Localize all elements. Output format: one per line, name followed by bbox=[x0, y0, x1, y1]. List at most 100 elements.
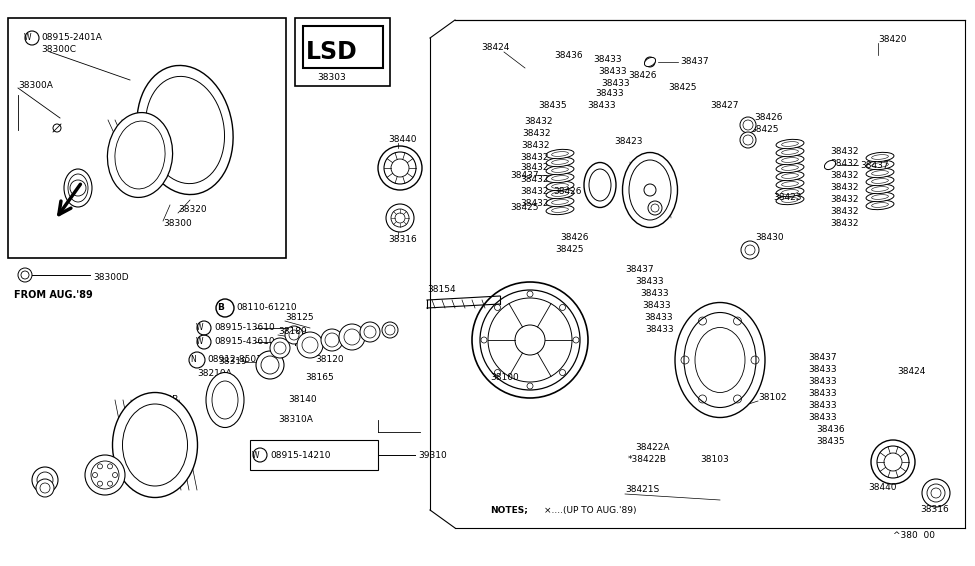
Text: 38426: 38426 bbox=[553, 187, 581, 196]
Ellipse shape bbox=[552, 200, 568, 204]
Text: 38430: 38430 bbox=[755, 234, 784, 242]
Circle shape bbox=[339, 324, 365, 350]
Ellipse shape bbox=[782, 142, 799, 147]
Ellipse shape bbox=[684, 312, 756, 408]
Ellipse shape bbox=[866, 177, 894, 186]
Circle shape bbox=[321, 329, 343, 351]
Text: 38433: 38433 bbox=[808, 366, 837, 375]
Text: 38433: 38433 bbox=[587, 101, 615, 109]
Ellipse shape bbox=[776, 139, 804, 149]
Text: 38432: 38432 bbox=[830, 183, 859, 192]
Ellipse shape bbox=[782, 166, 799, 170]
Ellipse shape bbox=[872, 162, 888, 168]
Text: 38433: 38433 bbox=[635, 277, 664, 286]
Ellipse shape bbox=[776, 155, 804, 165]
Text: 38303: 38303 bbox=[318, 74, 346, 83]
Text: 38432: 38432 bbox=[830, 220, 859, 229]
Ellipse shape bbox=[552, 160, 568, 164]
Text: 38210: 38210 bbox=[148, 411, 176, 421]
Text: 38432: 38432 bbox=[830, 170, 859, 179]
Text: N: N bbox=[190, 355, 196, 365]
Text: 38433: 38433 bbox=[595, 89, 624, 98]
Text: 38421S: 38421S bbox=[625, 486, 659, 495]
Text: 38436: 38436 bbox=[554, 50, 583, 59]
Text: W: W bbox=[196, 337, 204, 346]
Text: 38300D: 38300D bbox=[93, 273, 129, 282]
Bar bbox=[303, 26, 383, 68]
Text: 38189: 38189 bbox=[278, 328, 307, 337]
Ellipse shape bbox=[776, 179, 804, 188]
Text: 38433: 38433 bbox=[640, 289, 669, 298]
Text: FROM AUG.'89: FROM AUG.'89 bbox=[14, 290, 93, 300]
Text: 38154: 38154 bbox=[427, 285, 455, 294]
Ellipse shape bbox=[866, 160, 894, 170]
Text: ×....(UP TO AUG.'89): ×....(UP TO AUG.'89) bbox=[544, 505, 637, 514]
Text: 38436: 38436 bbox=[816, 426, 844, 435]
Text: 38437: 38437 bbox=[510, 170, 538, 179]
Text: 38433: 38433 bbox=[645, 325, 674, 335]
Text: 38319: 38319 bbox=[218, 358, 247, 367]
Text: 38424: 38424 bbox=[481, 44, 509, 53]
Text: W: W bbox=[24, 33, 32, 42]
Circle shape bbox=[85, 455, 125, 495]
Text: 38420: 38420 bbox=[878, 36, 907, 45]
Text: 38432: 38432 bbox=[520, 152, 549, 161]
Text: 39310: 39310 bbox=[418, 451, 447, 460]
Ellipse shape bbox=[552, 175, 568, 181]
Text: 38422A: 38422A bbox=[635, 444, 670, 452]
Ellipse shape bbox=[782, 174, 799, 178]
Circle shape bbox=[741, 241, 759, 259]
Text: 38425: 38425 bbox=[555, 246, 583, 255]
Ellipse shape bbox=[866, 152, 894, 162]
Text: 38423: 38423 bbox=[773, 194, 801, 203]
Text: 38433: 38433 bbox=[808, 389, 837, 398]
Circle shape bbox=[740, 117, 756, 133]
Text: 38424: 38424 bbox=[897, 367, 925, 376]
Text: 38433: 38433 bbox=[808, 378, 837, 387]
Text: 08110-61210: 08110-61210 bbox=[236, 303, 296, 312]
Circle shape bbox=[91, 461, 119, 489]
Text: 38425: 38425 bbox=[668, 83, 696, 92]
Ellipse shape bbox=[584, 162, 616, 208]
Ellipse shape bbox=[866, 185, 894, 194]
Text: LSD: LSD bbox=[306, 40, 358, 64]
Ellipse shape bbox=[866, 192, 894, 201]
Text: 38425: 38425 bbox=[750, 126, 778, 135]
Text: 38432: 38432 bbox=[830, 208, 859, 217]
Text: 38125: 38125 bbox=[285, 314, 314, 323]
Text: 38433: 38433 bbox=[808, 414, 837, 422]
Text: 38120: 38120 bbox=[315, 355, 343, 365]
Text: 38316: 38316 bbox=[388, 235, 416, 245]
Text: 08915-2401A: 08915-2401A bbox=[41, 33, 101, 42]
Text: 38102: 38102 bbox=[758, 393, 787, 402]
Text: 38103: 38103 bbox=[700, 456, 728, 465]
Ellipse shape bbox=[776, 195, 804, 205]
Ellipse shape bbox=[552, 192, 568, 196]
Circle shape bbox=[360, 322, 380, 342]
Text: 08915-13610: 08915-13610 bbox=[214, 324, 275, 332]
Ellipse shape bbox=[112, 392, 198, 498]
Ellipse shape bbox=[644, 57, 655, 67]
Ellipse shape bbox=[123, 404, 187, 486]
Text: 38100: 38100 bbox=[490, 374, 519, 383]
Text: 38432: 38432 bbox=[830, 158, 859, 168]
Ellipse shape bbox=[136, 66, 233, 195]
Text: 38316: 38316 bbox=[920, 505, 949, 514]
Ellipse shape bbox=[776, 164, 804, 173]
Circle shape bbox=[297, 332, 323, 358]
Text: 08915-14210: 08915-14210 bbox=[270, 451, 331, 460]
Ellipse shape bbox=[776, 147, 804, 157]
Text: 38432: 38432 bbox=[521, 140, 550, 149]
Text: 38437: 38437 bbox=[625, 265, 653, 275]
Text: W: W bbox=[196, 324, 204, 332]
Ellipse shape bbox=[872, 155, 888, 160]
Text: 38432: 38432 bbox=[520, 199, 549, 208]
Text: 38426: 38426 bbox=[754, 114, 783, 122]
Ellipse shape bbox=[107, 113, 173, 198]
Ellipse shape bbox=[546, 205, 574, 215]
Text: 38433: 38433 bbox=[601, 79, 630, 88]
Bar bbox=[8, 18, 286, 258]
Circle shape bbox=[261, 356, 279, 374]
Text: 38433: 38433 bbox=[808, 401, 837, 410]
Ellipse shape bbox=[546, 190, 574, 199]
